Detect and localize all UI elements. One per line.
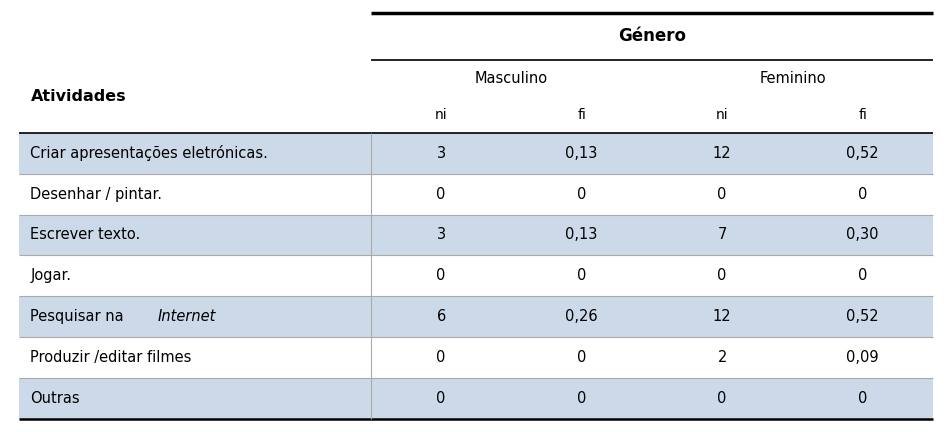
Text: 0: 0	[858, 187, 867, 202]
Text: Feminino: Feminino	[759, 71, 825, 86]
Bar	[19, 133, 933, 174]
Text: 0: 0	[718, 187, 727, 202]
Text: 0,09: 0,09	[846, 350, 879, 365]
Text: 12: 12	[713, 146, 731, 161]
Text: 0: 0	[577, 350, 586, 365]
Text: 0,52: 0,52	[846, 309, 879, 324]
Text: 0: 0	[577, 187, 586, 202]
Text: Atividades: Atividades	[30, 89, 126, 104]
Text: 0,30: 0,30	[846, 228, 879, 242]
Bar	[19, 296, 933, 337]
Text: 0: 0	[436, 268, 446, 283]
Text: Internet: Internet	[157, 309, 215, 324]
Text: 6: 6	[437, 309, 446, 324]
Text: 0: 0	[436, 187, 446, 202]
Text: Pesquisar na: Pesquisar na	[30, 309, 129, 324]
Text: 0: 0	[858, 268, 867, 283]
Text: 3: 3	[437, 228, 446, 242]
Bar	[19, 174, 933, 215]
Text: fi: fi	[859, 108, 867, 123]
Text: 0,52: 0,52	[846, 146, 879, 161]
Text: 0,13: 0,13	[565, 228, 598, 242]
Bar	[19, 215, 933, 255]
Text: 3: 3	[437, 146, 446, 161]
Text: 0: 0	[436, 350, 446, 365]
Text: Masculino: Masculino	[475, 71, 548, 86]
Bar	[19, 378, 933, 419]
Text: 0: 0	[577, 391, 586, 406]
Text: fi: fi	[577, 108, 586, 123]
Text: 7: 7	[718, 228, 727, 242]
Bar	[19, 255, 933, 296]
Text: Criar apresentações eletrónicas.: Criar apresentações eletrónicas.	[30, 145, 268, 161]
Text: Produzir /editar filmes: Produzir /editar filmes	[30, 350, 192, 365]
Text: 2: 2	[718, 350, 727, 365]
Text: 0,26: 0,26	[565, 309, 598, 324]
Text: Escrever texto.: Escrever texto.	[30, 228, 141, 242]
Text: ni: ni	[716, 108, 728, 123]
Text: 0: 0	[858, 391, 867, 406]
Text: 0,13: 0,13	[565, 146, 598, 161]
Text: 12: 12	[713, 309, 731, 324]
Text: Jogar.: Jogar.	[30, 268, 71, 283]
Text: Desenhar / pintar.: Desenhar / pintar.	[30, 187, 163, 202]
Text: Outras: Outras	[30, 391, 80, 406]
Bar	[19, 337, 933, 378]
Text: 0: 0	[436, 391, 446, 406]
Text: Género: Género	[618, 27, 686, 45]
Text: 0: 0	[718, 391, 727, 406]
Text: 0: 0	[577, 268, 586, 283]
Text: ni: ni	[435, 108, 447, 123]
Text: 0: 0	[718, 268, 727, 283]
